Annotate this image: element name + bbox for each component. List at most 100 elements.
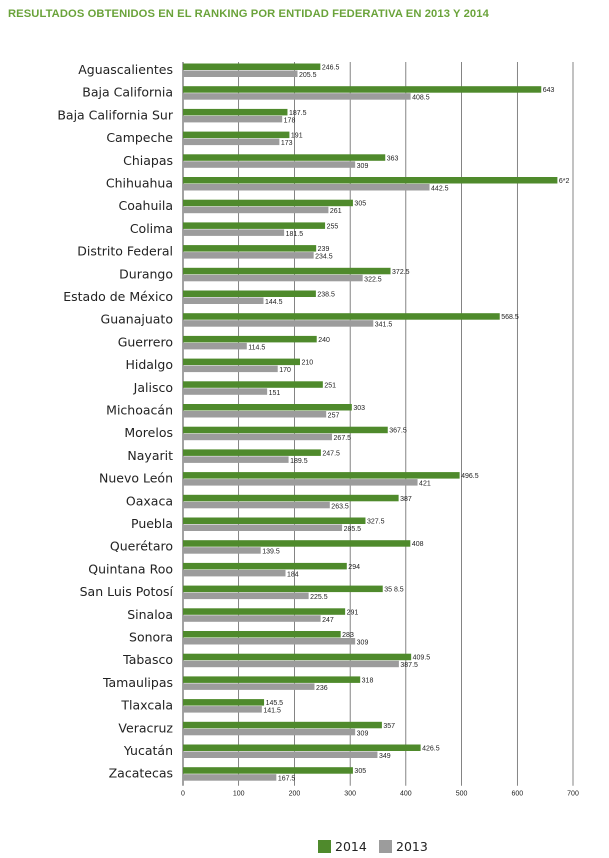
category-label: Coahuila	[119, 198, 174, 213]
x-tick-label: 500	[456, 791, 468, 798]
bar-2013	[183, 660, 399, 668]
value-label-2014: 283	[342, 632, 354, 639]
value-label-2013: 285.5	[344, 526, 362, 533]
value-label-2014: 255	[327, 223, 339, 230]
value-label-2013: 141.5	[263, 708, 281, 715]
value-label-2013: 178	[284, 117, 296, 124]
value-label-2013: 173	[281, 140, 293, 147]
value-label-2013: 184	[287, 571, 299, 578]
value-label-2013: 408.5	[412, 95, 430, 102]
value-label-2014: 408	[412, 541, 424, 548]
bar-2013	[183, 638, 356, 645]
bar-2014	[183, 744, 421, 751]
value-label-2013: 170	[279, 367, 291, 374]
x-tick-label: 300	[344, 791, 356, 798]
bar-2013	[183, 342, 247, 350]
category-label: Durango	[119, 266, 173, 281]
bar-2014	[183, 562, 347, 570]
value-label-2014: 568.5	[501, 314, 519, 321]
bar-2014	[183, 472, 460, 479]
value-label-2014: 426.5	[422, 746, 440, 753]
bar-2014	[183, 585, 383, 593]
value-label-2014: 238.5	[317, 292, 335, 299]
value-label-2013: 267.5	[334, 435, 352, 442]
bar-2013	[183, 320, 374, 327]
value-label-2013: 144.5	[265, 299, 283, 306]
value-label-2014: 145.5	[266, 700, 284, 707]
legend-swatch-2013	[379, 840, 392, 853]
category-label: Yucatán	[123, 743, 173, 758]
value-label-2014: 305	[354, 768, 366, 775]
bar-2013	[183, 728, 356, 736]
bar-2014	[183, 108, 288, 116]
category-label: Aguascalientes	[78, 62, 173, 77]
value-label-2014: 191	[291, 133, 303, 140]
value-label-2013: 114.5	[248, 344, 265, 351]
category-label: Chihuahua	[106, 176, 173, 191]
bar-2014	[183, 313, 500, 320]
bar-2013	[183, 365, 278, 373]
bar-2013	[183, 184, 430, 191]
bar-2014	[183, 290, 316, 297]
value-label-2014: 246.5	[322, 65, 340, 72]
bar-2013	[183, 456, 289, 463]
category-label: Baja California Sur	[57, 107, 174, 122]
bar-2014	[183, 494, 399, 502]
category-label: Morelos	[124, 425, 173, 440]
value-label-2013: 247	[322, 617, 334, 624]
bar-2013	[183, 479, 418, 486]
value-label-2014: 240	[318, 337, 330, 344]
value-label-2014: 409.5	[413, 655, 431, 662]
bar-2013	[183, 774, 277, 781]
bar-2014	[183, 154, 386, 161]
x-tick-label: 100	[233, 791, 245, 798]
bar-2014	[183, 540, 411, 547]
bar-2014	[183, 426, 388, 434]
bar-2014	[183, 676, 361, 683]
value-label-2014: 239	[318, 246, 330, 253]
category-label: Tlaxcala	[120, 698, 173, 713]
value-label-2014: 372.5	[392, 269, 410, 276]
value-label-2013: 263.5	[331, 503, 349, 510]
bar-2013	[183, 161, 356, 168]
value-label-2013: 341.5	[375, 322, 393, 329]
value-label-2014: 291	[347, 609, 359, 616]
category-label: Guanajuato	[101, 312, 173, 327]
category-label: Sonora	[129, 630, 173, 645]
bar-2013	[183, 229, 285, 236]
bar-2013	[183, 93, 411, 100]
bar-2014	[183, 245, 317, 252]
category-label: Tabasco	[122, 652, 173, 667]
category-label: Michoacán	[106, 403, 173, 418]
bar-2014	[183, 267, 391, 275]
bar-2013	[183, 411, 327, 418]
value-label-2014: 6*2	[559, 178, 570, 185]
category-label: Nayarit	[127, 448, 173, 463]
category-label: Quintana Roo	[88, 561, 173, 576]
category-label: Campeche	[106, 130, 173, 145]
value-label-2013: 167.5	[278, 776, 296, 783]
category-label: Veracruz	[118, 720, 173, 735]
value-label-2013: 257	[328, 413, 340, 420]
x-tick-label: 0	[181, 791, 185, 798]
bar-2014	[183, 653, 412, 661]
value-label-2014: 327.5	[367, 519, 385, 526]
bar-2013	[183, 206, 329, 214]
bar-2013	[183, 524, 343, 531]
bar-2013	[183, 683, 315, 690]
bar-2013	[183, 547, 261, 554]
bar-2014	[183, 222, 326, 229]
x-tick-label: 700	[567, 791, 579, 798]
bar-2014	[183, 86, 542, 93]
value-label-2013: 309	[357, 163, 369, 170]
category-label: Jalisco	[133, 380, 173, 395]
value-label-2013: 349	[379, 753, 391, 760]
bar-2013	[183, 501, 330, 509]
value-label-2014: 251	[324, 382, 336, 389]
bar-2013	[183, 115, 283, 123]
value-label-2013: 309	[357, 640, 369, 647]
bar-2013	[183, 138, 280, 146]
value-label-2014: 367.5	[389, 428, 407, 435]
value-label-2013: 151	[269, 390, 281, 397]
